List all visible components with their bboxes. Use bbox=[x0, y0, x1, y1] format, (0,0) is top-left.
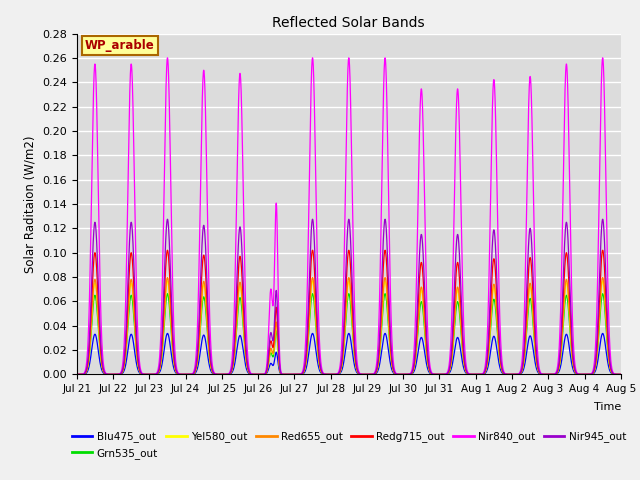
Nir945_out bbox=[223, 372, 231, 377]
Nir945_out bbox=[73, 372, 81, 377]
Line: Yel580_out: Yel580_out bbox=[77, 281, 640, 374]
Line: Grn535_out: Grn535_out bbox=[77, 294, 640, 374]
Blu475_out bbox=[635, 331, 640, 336]
Redg715_out bbox=[73, 372, 81, 377]
Redg715_out bbox=[635, 247, 640, 253]
Yel580_out bbox=[93, 299, 101, 304]
Red655_out bbox=[93, 296, 101, 301]
Redg715_out bbox=[285, 372, 292, 377]
Redg715_out bbox=[333, 372, 341, 377]
Red655_out bbox=[73, 372, 81, 377]
Yel580_out bbox=[635, 278, 640, 284]
Red655_out bbox=[285, 372, 292, 377]
Yel580_out bbox=[73, 372, 81, 377]
Blu475_out bbox=[251, 372, 259, 377]
Line: Nir945_out: Nir945_out bbox=[77, 219, 640, 374]
Blu475_out bbox=[73, 372, 81, 377]
Red655_out bbox=[223, 372, 231, 377]
Nir840_out bbox=[223, 372, 231, 377]
Nir840_out bbox=[285, 372, 292, 377]
Nir840_out bbox=[251, 372, 259, 377]
Redg715_out bbox=[579, 372, 587, 377]
Redg715_out bbox=[251, 372, 259, 377]
Nir840_out bbox=[509, 372, 516, 377]
Nir840_out bbox=[333, 371, 341, 377]
Text: Time: Time bbox=[593, 402, 621, 412]
Nir945_out bbox=[285, 372, 292, 377]
Nir945_out bbox=[635, 216, 640, 222]
Grn535_out bbox=[509, 372, 516, 377]
Yel580_out bbox=[333, 372, 341, 377]
Yel580_out bbox=[509, 372, 516, 377]
Red655_out bbox=[509, 372, 516, 377]
Red655_out bbox=[251, 372, 259, 377]
Line: Blu475_out: Blu475_out bbox=[77, 334, 640, 374]
Yel580_out bbox=[251, 372, 259, 377]
Grn535_out bbox=[223, 372, 231, 377]
Red655_out bbox=[635, 275, 640, 280]
Grn535_out bbox=[93, 309, 101, 314]
Red655_out bbox=[333, 372, 341, 377]
Yel580_out bbox=[223, 372, 231, 377]
Blu475_out bbox=[509, 372, 516, 377]
Redg715_out bbox=[509, 372, 516, 377]
Grn535_out bbox=[73, 372, 81, 377]
Nir840_out bbox=[93, 124, 101, 130]
Nir945_out bbox=[579, 372, 587, 377]
Line: Nir840_out: Nir840_out bbox=[77, 58, 640, 374]
Nir945_out bbox=[93, 250, 101, 256]
Red655_out bbox=[579, 372, 587, 377]
Nir840_out bbox=[73, 372, 81, 377]
Grn535_out bbox=[333, 372, 341, 377]
Line: Red655_out: Red655_out bbox=[77, 277, 640, 374]
Redg715_out bbox=[223, 372, 231, 377]
Yel580_out bbox=[579, 372, 587, 377]
Redg715_out bbox=[93, 275, 101, 280]
Nir945_out bbox=[509, 372, 516, 377]
Nir945_out bbox=[251, 372, 259, 377]
Grn535_out bbox=[251, 372, 259, 377]
Nir840_out bbox=[579, 372, 587, 377]
Legend: Blu475_out, Grn535_out, Yel580_out, Red655_out, Redg715_out, Nir840_out, Nir945_: Blu475_out, Grn535_out, Yel580_out, Red6… bbox=[67, 427, 630, 463]
Grn535_out bbox=[285, 372, 292, 377]
Line: Redg715_out: Redg715_out bbox=[77, 250, 640, 374]
Y-axis label: Solar Raditaion (W/m2): Solar Raditaion (W/m2) bbox=[24, 135, 36, 273]
Title: Reflected Solar Bands: Reflected Solar Bands bbox=[273, 16, 425, 30]
Yel580_out bbox=[285, 372, 292, 377]
Blu475_out bbox=[223, 372, 231, 377]
Blu475_out bbox=[579, 372, 587, 377]
Grn535_out bbox=[579, 372, 587, 377]
Grn535_out bbox=[635, 291, 640, 297]
Blu475_out bbox=[93, 339, 101, 345]
Blu475_out bbox=[333, 372, 341, 377]
Nir945_out bbox=[333, 371, 341, 377]
Text: WP_arable: WP_arable bbox=[85, 39, 155, 52]
Nir840_out bbox=[635, 55, 640, 60]
Blu475_out bbox=[285, 372, 292, 377]
